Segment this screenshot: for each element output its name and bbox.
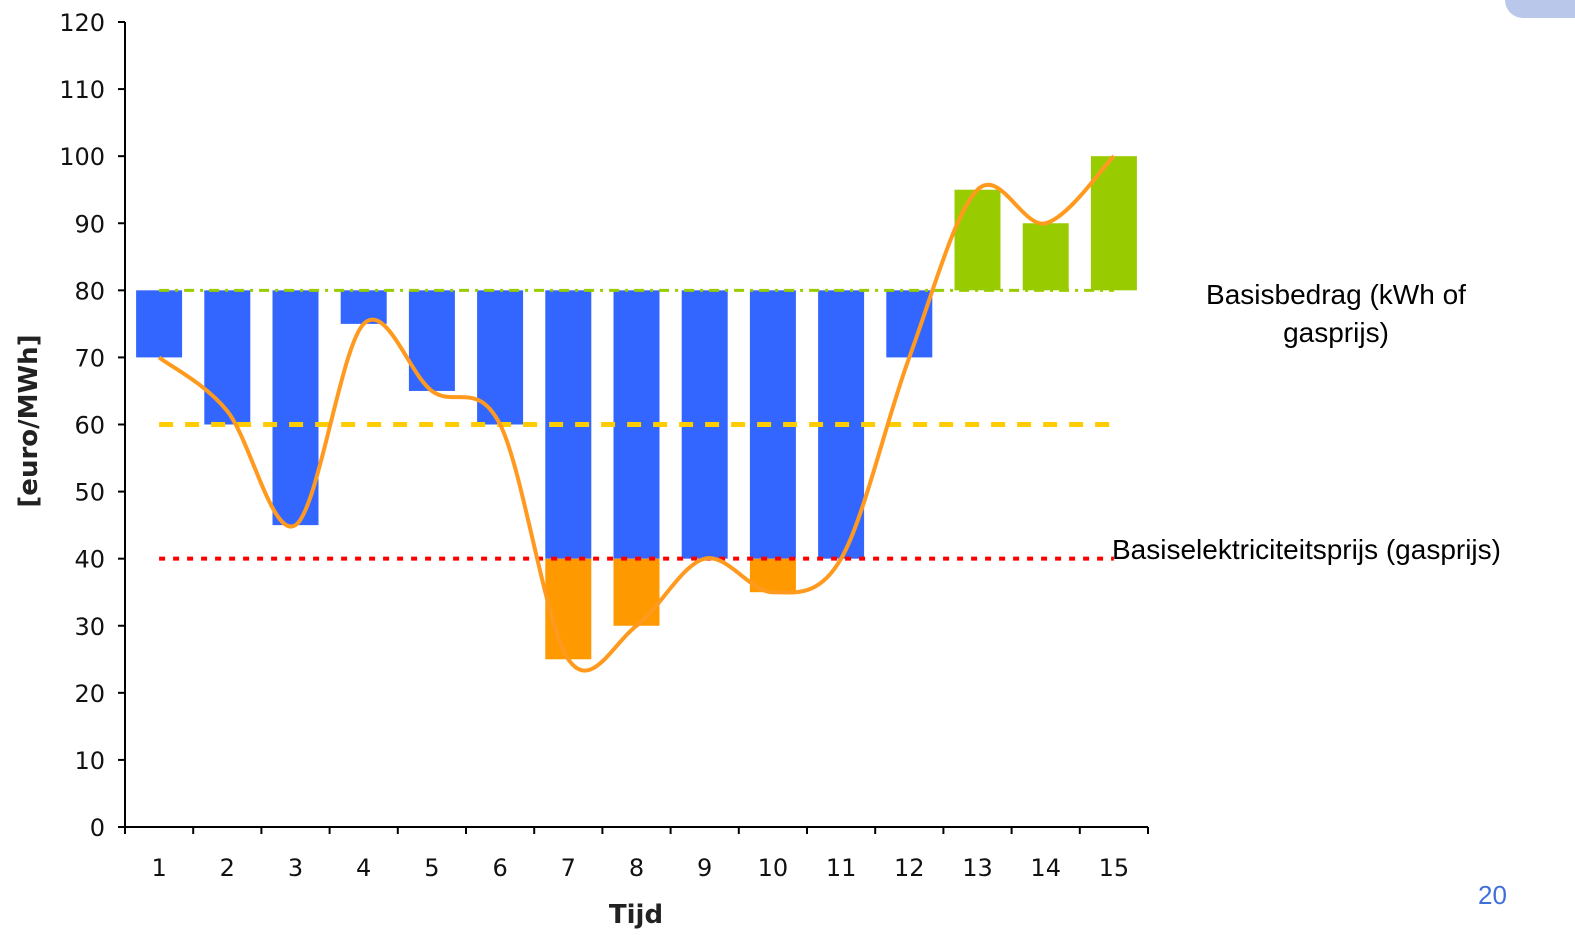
x-tick-label-5: 5	[424, 854, 439, 882]
y-tick-label-10: 10	[74, 747, 105, 775]
x-tick-label-15: 15	[1099, 854, 1130, 882]
x-tick-label-11: 11	[826, 854, 857, 882]
y-axis-title: [euro/MWh]	[14, 334, 44, 507]
x-tick-label-14: 14	[1030, 854, 1061, 882]
x-tick-label-7: 7	[561, 854, 576, 882]
y-tick-label-90: 90	[74, 210, 105, 238]
basisbedrag-annotation: Basisbedrag (kWh of gasprijs)	[1186, 276, 1486, 352]
basisbedrag-line-1: Basisbedrag (kWh of	[1206, 279, 1466, 310]
x-tick-label-13: 13	[962, 854, 993, 882]
x-tick-label-3: 3	[288, 854, 303, 882]
y-tick-label-40: 40	[74, 546, 105, 574]
reference-lines-layer	[159, 288, 1114, 561]
y-tick-label-0: 0	[90, 814, 105, 842]
x-tick-label-8: 8	[629, 854, 644, 882]
bar-1-8	[613, 558, 660, 626]
x-tick-label-1: 1	[151, 854, 166, 882]
x-tick-label-9: 9	[697, 854, 712, 882]
bar-0-2	[204, 290, 251, 425]
price-line-layer	[157, 154, 1116, 673]
bar-2-13	[954, 189, 1001, 291]
series-line-0	[157, 154, 1116, 673]
y-tick-label-70: 70	[74, 344, 105, 372]
basiselektriciteitsprijs-annotation: Basiselektriciteitsprijs (gasprijs)	[1112, 534, 1501, 565]
y-tick-label-20: 20	[74, 680, 105, 708]
bars-layer	[136, 156, 1137, 660]
y-tick-label-110: 110	[59, 76, 105, 104]
bar-0-1	[136, 290, 183, 358]
corner-decoration	[1505, 0, 1575, 18]
bar-0-12	[886, 290, 933, 358]
y-tick-label-60: 60	[74, 412, 105, 440]
page-number: 20	[1478, 880, 1507, 910]
y-tick-label-120: 120	[59, 9, 105, 37]
x-tick-label-12: 12	[894, 854, 925, 882]
basisbedrag-line-2: gasprijs)	[1283, 317, 1389, 348]
x-tick-label-2: 2	[220, 854, 235, 882]
x-tick-label-10: 10	[758, 854, 789, 882]
x-axis-title: Tijd	[609, 900, 663, 930]
bar-0-3	[272, 290, 319, 526]
bar-2-14	[1022, 223, 1069, 291]
bar-0-5	[408, 290, 455, 391]
x-tick-label-6: 6	[492, 854, 507, 882]
y-tick-label-80: 80	[74, 277, 105, 305]
bar-1-7	[545, 558, 592, 660]
y-tick-label-30: 30	[74, 613, 105, 641]
x-tick-label-4: 4	[356, 854, 371, 882]
bar-0-4	[340, 290, 387, 324]
y-tick-label-50: 50	[74, 479, 105, 507]
y-tick-label-100: 100	[59, 143, 105, 171]
bar-2-15	[1090, 156, 1137, 291]
